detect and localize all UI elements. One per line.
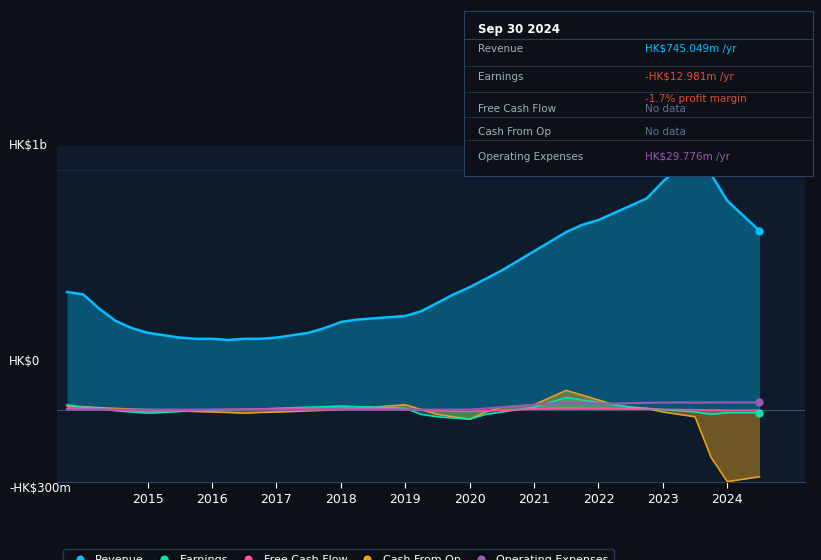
Text: Earnings: Earnings	[478, 72, 523, 82]
Text: No data: No data	[645, 104, 686, 114]
Text: Operating Expenses: Operating Expenses	[478, 152, 583, 162]
Legend: Revenue, Earnings, Free Cash Flow, Cash From Op, Operating Expenses: Revenue, Earnings, Free Cash Flow, Cash …	[63, 549, 614, 560]
Text: -HK$300m: -HK$300m	[9, 482, 71, 495]
Text: No data: No data	[645, 127, 686, 137]
Text: HK$29.776m /yr: HK$29.776m /yr	[645, 152, 731, 162]
Text: Free Cash Flow: Free Cash Flow	[478, 104, 556, 114]
Text: Sep 30 2024: Sep 30 2024	[478, 23, 560, 36]
Text: -HK$12.981m /yr: -HK$12.981m /yr	[645, 72, 734, 82]
Text: HK$1b: HK$1b	[9, 139, 48, 152]
Text: -1.7% profit margin: -1.7% profit margin	[645, 94, 747, 104]
Text: HK$745.049m /yr: HK$745.049m /yr	[645, 44, 736, 54]
Text: Revenue: Revenue	[478, 44, 523, 54]
Text: HK$0: HK$0	[9, 355, 40, 368]
Text: Cash From Op: Cash From Op	[478, 127, 551, 137]
